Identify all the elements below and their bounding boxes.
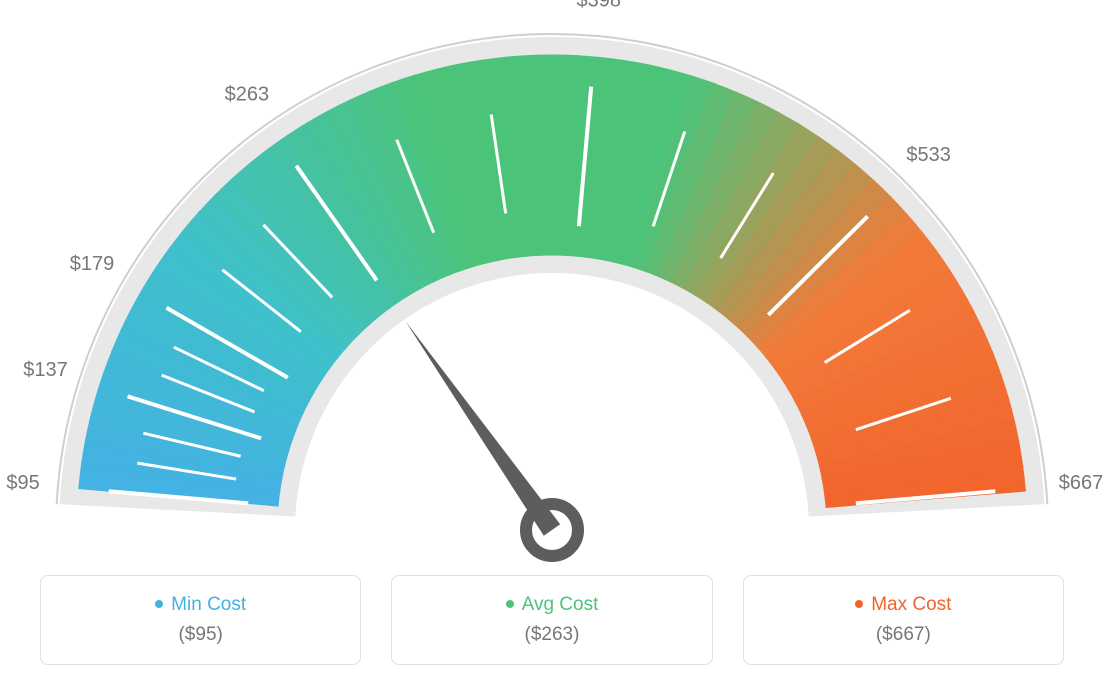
legend-card-max: Max Cost ($667) bbox=[743, 575, 1064, 665]
legend-card-avg: Avg Cost ($263) bbox=[391, 575, 712, 665]
legend-max-value: ($667) bbox=[744, 624, 1063, 646]
legend-row: Min Cost ($95) Avg Cost ($263) Max Cost … bbox=[40, 575, 1064, 665]
gauge-tick-label: $263 bbox=[225, 84, 270, 106]
gauge-tick-label: $137 bbox=[23, 359, 68, 381]
gauge-svg: $95 $137 $179 $263 $398 $533 $667 bbox=[0, 0, 1104, 570]
legend-avg-dot bbox=[506, 600, 514, 608]
gauge-tick-label: $667 bbox=[1059, 472, 1104, 494]
legend-card-min: Min Cost ($95) bbox=[40, 575, 361, 665]
gauge-tick-label: $398 bbox=[577, 0, 622, 11]
legend-max-dot bbox=[855, 600, 863, 608]
gauge-tick-label: $179 bbox=[70, 253, 115, 275]
legend-min-value: ($95) bbox=[41, 624, 360, 646]
cost-gauge: $95 $137 $179 $263 $398 $533 $667 bbox=[0, 0, 1104, 570]
legend-avg-label: Avg Cost bbox=[392, 594, 711, 616]
legend-min-dot bbox=[155, 600, 163, 608]
gauge-tick-label: $95 bbox=[6, 472, 39, 494]
legend-min-label: Min Cost bbox=[41, 594, 360, 616]
gauge-tick-label: $533 bbox=[906, 144, 951, 166]
legend-avg-value: ($263) bbox=[392, 624, 711, 646]
legend-max-label: Max Cost bbox=[744, 594, 1063, 616]
